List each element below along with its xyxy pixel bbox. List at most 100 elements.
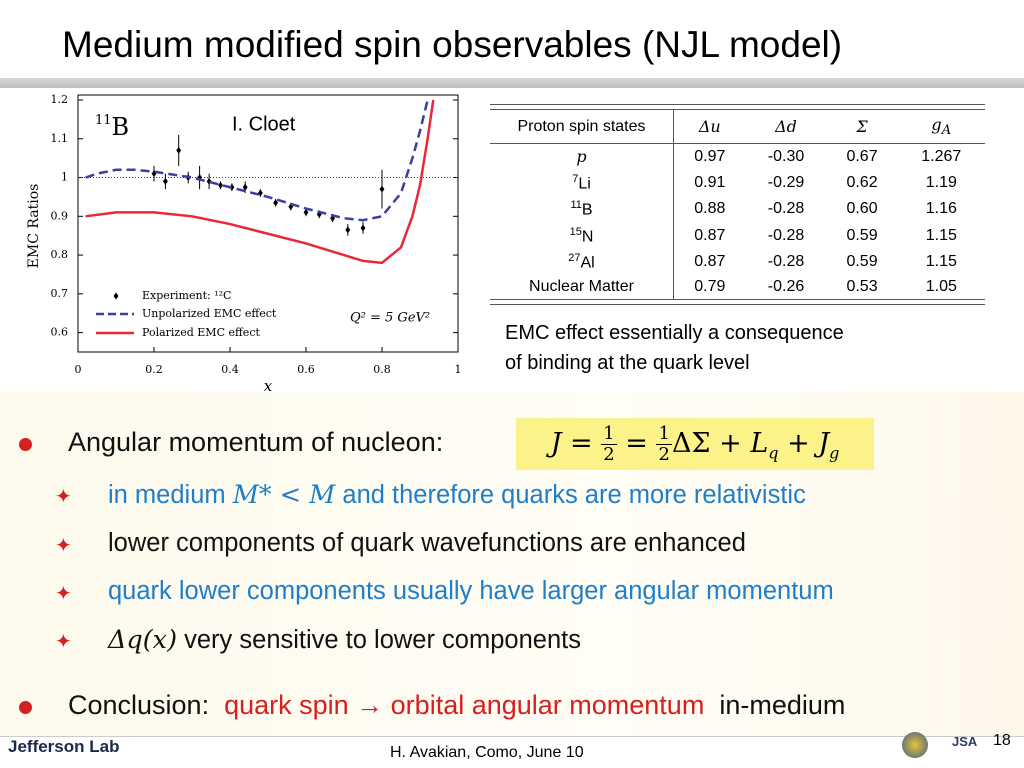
formula-part: 2 bbox=[658, 444, 670, 465]
row-name: Al bbox=[580, 254, 595, 272]
row-label: 15N bbox=[490, 222, 674, 249]
x-tick-label: 0.2 bbox=[145, 363, 163, 376]
table-cell: 1.16 bbox=[925, 200, 957, 218]
x-tick-label: 1 bbox=[455, 363, 462, 376]
x-tick-label: 0.8 bbox=[373, 363, 391, 376]
data-point bbox=[151, 170, 157, 178]
table-cell: -0.26 bbox=[767, 278, 805, 296]
text: and therefore quarks are more relativist… bbox=[342, 481, 806, 509]
mass-number: 15 bbox=[569, 225, 582, 238]
header-sub: A bbox=[941, 123, 952, 139]
formula-part: = bbox=[570, 428, 593, 459]
chart-bg bbox=[18, 88, 478, 392]
table-cell: 0.59 bbox=[846, 226, 878, 244]
row-name: p bbox=[576, 147, 587, 166]
table-cell: 0.53 bbox=[846, 278, 878, 296]
x-axis-label: x bbox=[264, 377, 273, 392]
page-number: 18 bbox=[993, 732, 1011, 749]
row-name: Nuclear Matter bbox=[529, 278, 634, 296]
table-cell: 1.15 bbox=[925, 226, 957, 244]
data-point bbox=[379, 185, 385, 193]
formula-part: J bbox=[550, 428, 562, 459]
table-cell: 1.267 bbox=[921, 148, 962, 165]
caption-line: EMC effect essentially a consequence bbox=[505, 322, 844, 344]
data-point bbox=[162, 177, 168, 185]
table-cell: 0.62 bbox=[846, 174, 878, 192]
formula-part: g bbox=[829, 443, 840, 463]
header-cell: Σ bbox=[826, 109, 898, 144]
logo bbox=[902, 732, 928, 758]
footer-lab: Jefferson Lab bbox=[8, 737, 120, 756]
nucleus-label: 11B bbox=[95, 113, 129, 141]
text: in medium bbox=[108, 481, 226, 509]
data-point bbox=[176, 146, 182, 154]
table-row: Nuclear Matter 0.79 -0.26 0.53 1.05 bbox=[490, 275, 985, 300]
curve bbox=[85, 100, 429, 222]
bullet-main: Angular momentum of nucleon: bbox=[68, 427, 444, 457]
row-name: B bbox=[581, 201, 593, 219]
footer-line bbox=[0, 736, 1024, 737]
bullet-dot bbox=[19, 701, 32, 714]
table-cell: 0.59 bbox=[846, 253, 878, 271]
text: Conclusion: bbox=[68, 690, 210, 720]
conclusion: Conclusion: quark spin → orbital angular… bbox=[68, 690, 845, 721]
header-cell: Δu bbox=[673, 109, 746, 144]
sub-bullet: quark lower components usually have larg… bbox=[108, 577, 834, 605]
data-point bbox=[242, 183, 248, 191]
caption-line: of binding at the quark level bbox=[505, 352, 750, 374]
text: quark spin → orbital angular momentum bbox=[224, 690, 705, 720]
table-cell: 0.79 bbox=[694, 278, 726, 296]
table-row: 11B 0.88 -0.28 0.60 1.16 bbox=[490, 196, 985, 223]
data-point bbox=[257, 189, 263, 197]
y-tick-label: 1.2 bbox=[51, 93, 69, 106]
header-cell: Δd bbox=[745, 109, 827, 144]
caption: EMC effect essentially a consequence of … bbox=[505, 318, 844, 378]
row-name: Li bbox=[578, 175, 591, 193]
row-label: p bbox=[490, 143, 674, 170]
formula-part: + bbox=[719, 428, 742, 459]
logo-text: JSA bbox=[952, 734, 978, 749]
y-tick-label: 0.7 bbox=[51, 287, 69, 300]
sub-bullet-star: ✦ bbox=[55, 535, 72, 557]
table-row: 15N 0.87 -0.28 0.59 1.15 bbox=[490, 222, 985, 249]
math: Δq(x) bbox=[108, 625, 178, 655]
title-bar bbox=[0, 78, 1024, 88]
formula-part: + bbox=[787, 428, 810, 459]
table-row: 7Li 0.91 -0.29 0.62 1.19 bbox=[490, 170, 985, 197]
formula-part: 1 bbox=[656, 423, 672, 445]
data-point bbox=[229, 183, 235, 191]
data-point bbox=[273, 199, 279, 207]
sub-bullet: in medium M* < M and therefore quarks ar… bbox=[108, 480, 806, 510]
table-cell: -0.28 bbox=[767, 226, 805, 244]
table-cell: 0.91 bbox=[694, 174, 726, 192]
table-cell: 1.19 bbox=[925, 174, 957, 192]
legend-marker bbox=[113, 292, 119, 300]
y-tick-label: 1 bbox=[61, 171, 68, 184]
formula-part: 1 bbox=[601, 423, 617, 445]
text: very sensitive to lower components bbox=[184, 626, 581, 654]
slide-title: Medium modified spin observables (NJL mo… bbox=[62, 24, 843, 65]
header-symbol: g bbox=[931, 114, 942, 134]
mass-number: 27 bbox=[568, 251, 581, 264]
row-label: 27Al bbox=[490, 248, 674, 276]
y-axis-label: EMC Ratios bbox=[26, 184, 42, 269]
curve bbox=[85, 100, 435, 265]
legend-label: Unpolarized EMC effect bbox=[142, 307, 277, 320]
text: in-medium bbox=[719, 690, 846, 720]
y-tick-label: 1.1 bbox=[51, 132, 69, 145]
header-cell: gA bbox=[897, 109, 985, 144]
table-cell: 1.15 bbox=[925, 253, 957, 271]
formula-part: ΔΣ bbox=[671, 428, 711, 459]
nucleus-mass: 11 bbox=[95, 113, 112, 128]
table-cell: 1.05 bbox=[925, 278, 957, 296]
row-name: N bbox=[581, 227, 594, 245]
author-annotation: I. Cloet bbox=[232, 113, 296, 135]
data-point bbox=[303, 208, 309, 216]
formula-part: J bbox=[818, 428, 830, 459]
sub-bullet-star: ✦ bbox=[55, 486, 72, 508]
nucleus-symbol: B bbox=[112, 113, 130, 141]
